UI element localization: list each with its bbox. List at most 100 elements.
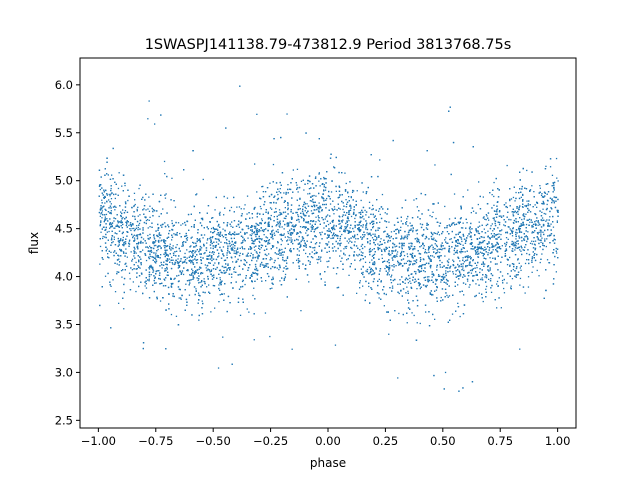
scatter-point: [409, 280, 411, 282]
scatter-point: [515, 242, 517, 245]
scatter-point: [503, 287, 505, 290]
scatter-point: [302, 205, 304, 208]
scatter-point: [529, 242, 532, 244]
scatter-point: [344, 230, 346, 232]
scatter-point: [456, 275, 459, 277]
scatter-point: [234, 247, 236, 249]
scatter-point: [492, 230, 494, 232]
scatter-point: [532, 223, 535, 226]
scatter-point: [106, 194, 108, 196]
scatter-point: [138, 187, 140, 190]
scatter-point: [515, 235, 517, 238]
scatter-point: [490, 233, 493, 235]
scatter-point: [504, 245, 507, 247]
scatter-point: [236, 206, 238, 208]
scatter-point: [291, 217, 293, 219]
scatter-point: [175, 315, 178, 317]
scatter-point: [372, 263, 374, 265]
scatter-point: [484, 218, 486, 220]
scatter-point: [506, 264, 509, 266]
scatter-point: [214, 209, 216, 211]
scatter-point: [282, 220, 284, 222]
scatter-point: [424, 252, 426, 254]
scatter-point: [370, 274, 373, 276]
scatter-point: [243, 259, 245, 261]
scatter-point: [164, 222, 166, 224]
scatter-point: [534, 259, 537, 262]
scatter-point: [531, 231, 534, 233]
scatter-point: [207, 238, 209, 240]
scatter-point: [381, 250, 383, 252]
scatter-point: [556, 177, 558, 179]
scatter-point: [523, 238, 525, 240]
scatter-point: [153, 234, 155, 237]
scatter-point: [273, 196, 275, 198]
scatter-point: [470, 238, 473, 241]
scatter-point: [103, 189, 105, 191]
scatter-point: [303, 189, 305, 191]
scatter-point: [287, 224, 290, 226]
scatter-point: [99, 209, 102, 211]
scatter-point: [140, 264, 142, 266]
scatter-point: [120, 211, 122, 213]
scatter-point: [264, 312, 267, 314]
scatter-point: [516, 240, 518, 242]
scatter-point: [462, 244, 464, 246]
scatter-point: [182, 241, 184, 244]
scatter-point: [360, 251, 362, 253]
scatter-point: [444, 371, 447, 374]
scatter-point: [309, 200, 311, 202]
scatter-point: [514, 247, 517, 249]
scatter-point: [276, 267, 278, 269]
scatter-point: [128, 240, 131, 242]
scatter-point: [220, 241, 222, 243]
scatter-point: [446, 231, 449, 233]
scatter-point: [467, 235, 469, 237]
scatter-point: [148, 278, 150, 280]
scatter-point: [525, 213, 527, 215]
scatter-point: [339, 194, 341, 197]
scatter-point: [100, 213, 102, 215]
scatter-point: [433, 237, 435, 239]
scatter-point: [286, 256, 289, 258]
scatter-point: [374, 235, 376, 237]
scatter-point: [309, 246, 311, 248]
scatter-point: [463, 274, 465, 276]
scatter-point: [170, 286, 173, 288]
scatter-point: [253, 287, 255, 289]
scatter-point: [400, 254, 402, 256]
scatter-point: [180, 258, 182, 260]
scatter-point: [395, 245, 398, 247]
scatter-point: [413, 199, 415, 201]
scatter-point: [120, 270, 123, 272]
scatter-point: [117, 187, 120, 190]
scatter-point: [543, 201, 545, 204]
scatter-point: [430, 290, 432, 292]
scatter-point: [289, 232, 292, 234]
scatter-point: [202, 219, 204, 221]
scatter-point: [278, 248, 281, 250]
scatter-point: [386, 247, 388, 249]
scatter-point: [178, 261, 180, 263]
scatter-point: [158, 245, 160, 247]
scatter-point: [317, 219, 319, 221]
scatter-point: [381, 254, 383, 256]
scatter-point: [493, 195, 495, 198]
scatter-point: [429, 293, 432, 295]
scatter-point: [462, 247, 464, 249]
scatter-point: [246, 213, 248, 215]
scatter-point: [509, 205, 511, 207]
scatter-point: [116, 263, 118, 265]
scatter-point: [252, 271, 254, 274]
scatter-point: [488, 242, 490, 244]
scatter-point: [473, 248, 475, 250]
scatter-point: [172, 252, 175, 254]
scatter-point: [250, 275, 252, 277]
scatter-point: [329, 203, 332, 205]
scatter-point: [194, 293, 196, 296]
scatter-point: [152, 270, 155, 272]
scatter-point: [145, 219, 148, 222]
scatter-point: [341, 215, 344, 218]
scatter-point: [331, 235, 334, 237]
scatter-point: [317, 226, 319, 228]
